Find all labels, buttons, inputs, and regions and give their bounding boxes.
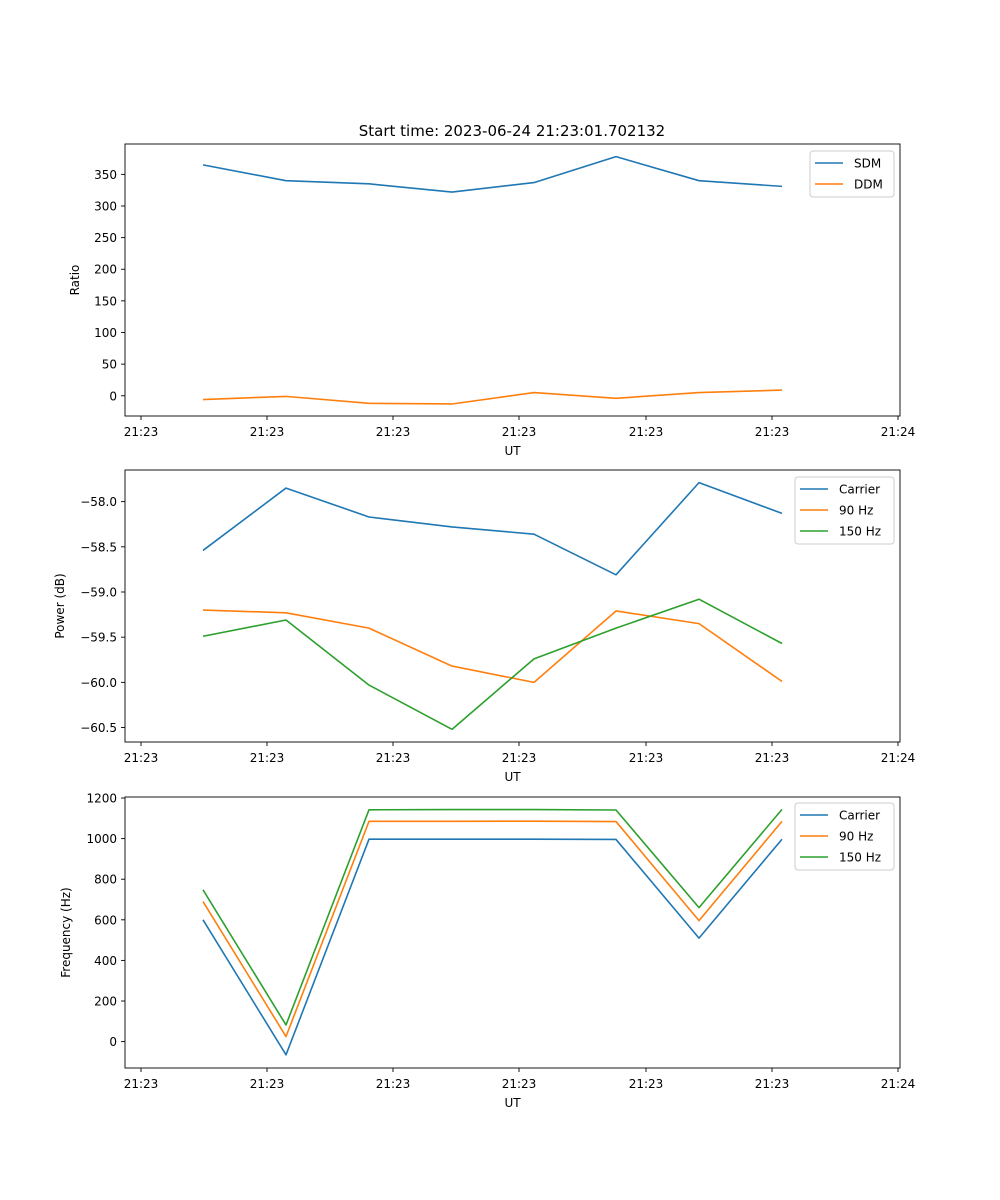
legend-label: Carrier — [839, 809, 880, 823]
x-tick-label: 21:23 — [629, 1077, 664, 1091]
legend-label: 150 Hz — [839, 851, 881, 865]
x-tick-label: 21:23 — [502, 751, 537, 765]
y-tick-label: 0 — [109, 389, 117, 403]
y-tick-label: 100 — [94, 326, 117, 340]
y-tick-label: −59.0 — [80, 585, 117, 599]
legend-label: Carrier — [839, 483, 880, 497]
x-axis-label: UT — [504, 1096, 521, 1110]
series-line-90-hz — [202, 609, 783, 684]
x-tick-label: 21:23 — [502, 1077, 537, 1091]
x-axis-label: UT — [504, 444, 521, 458]
y-tick-label: 600 — [94, 913, 117, 927]
series-line-150-hz — [202, 598, 783, 731]
y-tick-label: 800 — [94, 873, 117, 887]
x-axis-label: UT — [504, 770, 521, 784]
figure-title: Start time: 2023-06-24 21:23:01.702132 — [359, 122, 665, 140]
y-tick-label: −60.0 — [80, 676, 117, 690]
y-axis-label: Power (dB) — [53, 573, 67, 638]
y-tick-label: −58.0 — [80, 495, 117, 509]
y-tick-label: 400 — [94, 954, 117, 968]
legend-label: DDM — [854, 178, 883, 192]
legend: SDM DDM — [809, 150, 895, 198]
legend-label: 150 Hz — [839, 525, 881, 539]
series-line-carrier — [202, 838, 783, 1056]
x-tick-label: 21:24 — [881, 425, 916, 439]
x-tick-label: 21:23 — [755, 1077, 790, 1091]
y-tick-label: 200 — [94, 995, 117, 1009]
x-tick-label: 21:23 — [376, 751, 411, 765]
series-line-sdm — [202, 155, 783, 193]
series-line-carrier — [202, 481, 783, 576]
x-tick-label: 21:23 — [124, 751, 159, 765]
y-tick-label: 250 — [94, 231, 117, 245]
x-tick-label: 21:23 — [629, 751, 664, 765]
legend-label: 90 Hz — [839, 830, 873, 844]
plot-frame — [124, 796, 901, 1069]
x-tick-label: 21:23 — [376, 425, 411, 439]
x-tick-label: 21:23 — [124, 1077, 159, 1091]
y-tick-label: 50 — [102, 358, 117, 372]
legend: Carrier 90 Hz 150 Hz — [794, 476, 895, 545]
x-tick-label: 21:23 — [250, 425, 285, 439]
x-tick-label: 21:23 — [376, 1077, 411, 1091]
x-tick-label: 21:23 — [755, 425, 790, 439]
legend: Carrier 90 Hz 150 Hz — [794, 802, 895, 871]
series-line-150-hz — [202, 808, 783, 1026]
y-tick-label: −59.5 — [80, 631, 117, 645]
series-line-ddm — [202, 389, 783, 405]
y-tick-label: 1000 — [86, 832, 117, 846]
x-tick-label: 21:23 — [502, 425, 537, 439]
x-tick-label: 21:23 — [250, 1077, 285, 1091]
y-tick-label: 0 — [109, 1035, 117, 1049]
y-tick-label: 200 — [94, 263, 117, 277]
legend-label: SDM — [854, 157, 881, 171]
plot-frame — [124, 469, 901, 743]
x-tick-label: 21:23 — [629, 425, 664, 439]
y-tick-label: 1200 — [86, 792, 117, 806]
y-axis-label: Ratio — [68, 265, 82, 296]
legend-box — [794, 476, 895, 545]
x-tick-label: 21:23 — [124, 425, 159, 439]
legend-box — [794, 802, 895, 871]
panel-1: 21:23 21:23 21:23 21:23 21:23 21:23 21:24 0 50 10… — [68, 143, 916, 458]
series-line-90-hz — [202, 820, 783, 1038]
y-tick-label: 350 — [94, 168, 117, 182]
y-axis-label: Frequency (Hz) — [59, 887, 73, 978]
y-tick-label: −60.5 — [80, 721, 117, 735]
y-tick-label: 150 — [94, 294, 117, 308]
x-tick-label: 21:24 — [881, 1077, 916, 1091]
x-tick-label: 21:23 — [755, 751, 790, 765]
panel-3: 21:23 21:23 21:23 21:23 21:23 21:23 21:24 0 200 4… — [59, 792, 915, 1110]
panel-2: 21:23 21:23 21:23 21:23 21:23 21:23 21:24 −58.0… — [53, 469, 916, 784]
legend-label: 90 Hz — [839, 504, 873, 518]
y-tick-label: 300 — [94, 199, 117, 213]
y-tick-label: −58.5 — [80, 540, 117, 554]
x-tick-label: 21:24 — [881, 751, 916, 765]
plot-frame — [124, 143, 901, 417]
x-tick-label: 21:23 — [250, 751, 285, 765]
